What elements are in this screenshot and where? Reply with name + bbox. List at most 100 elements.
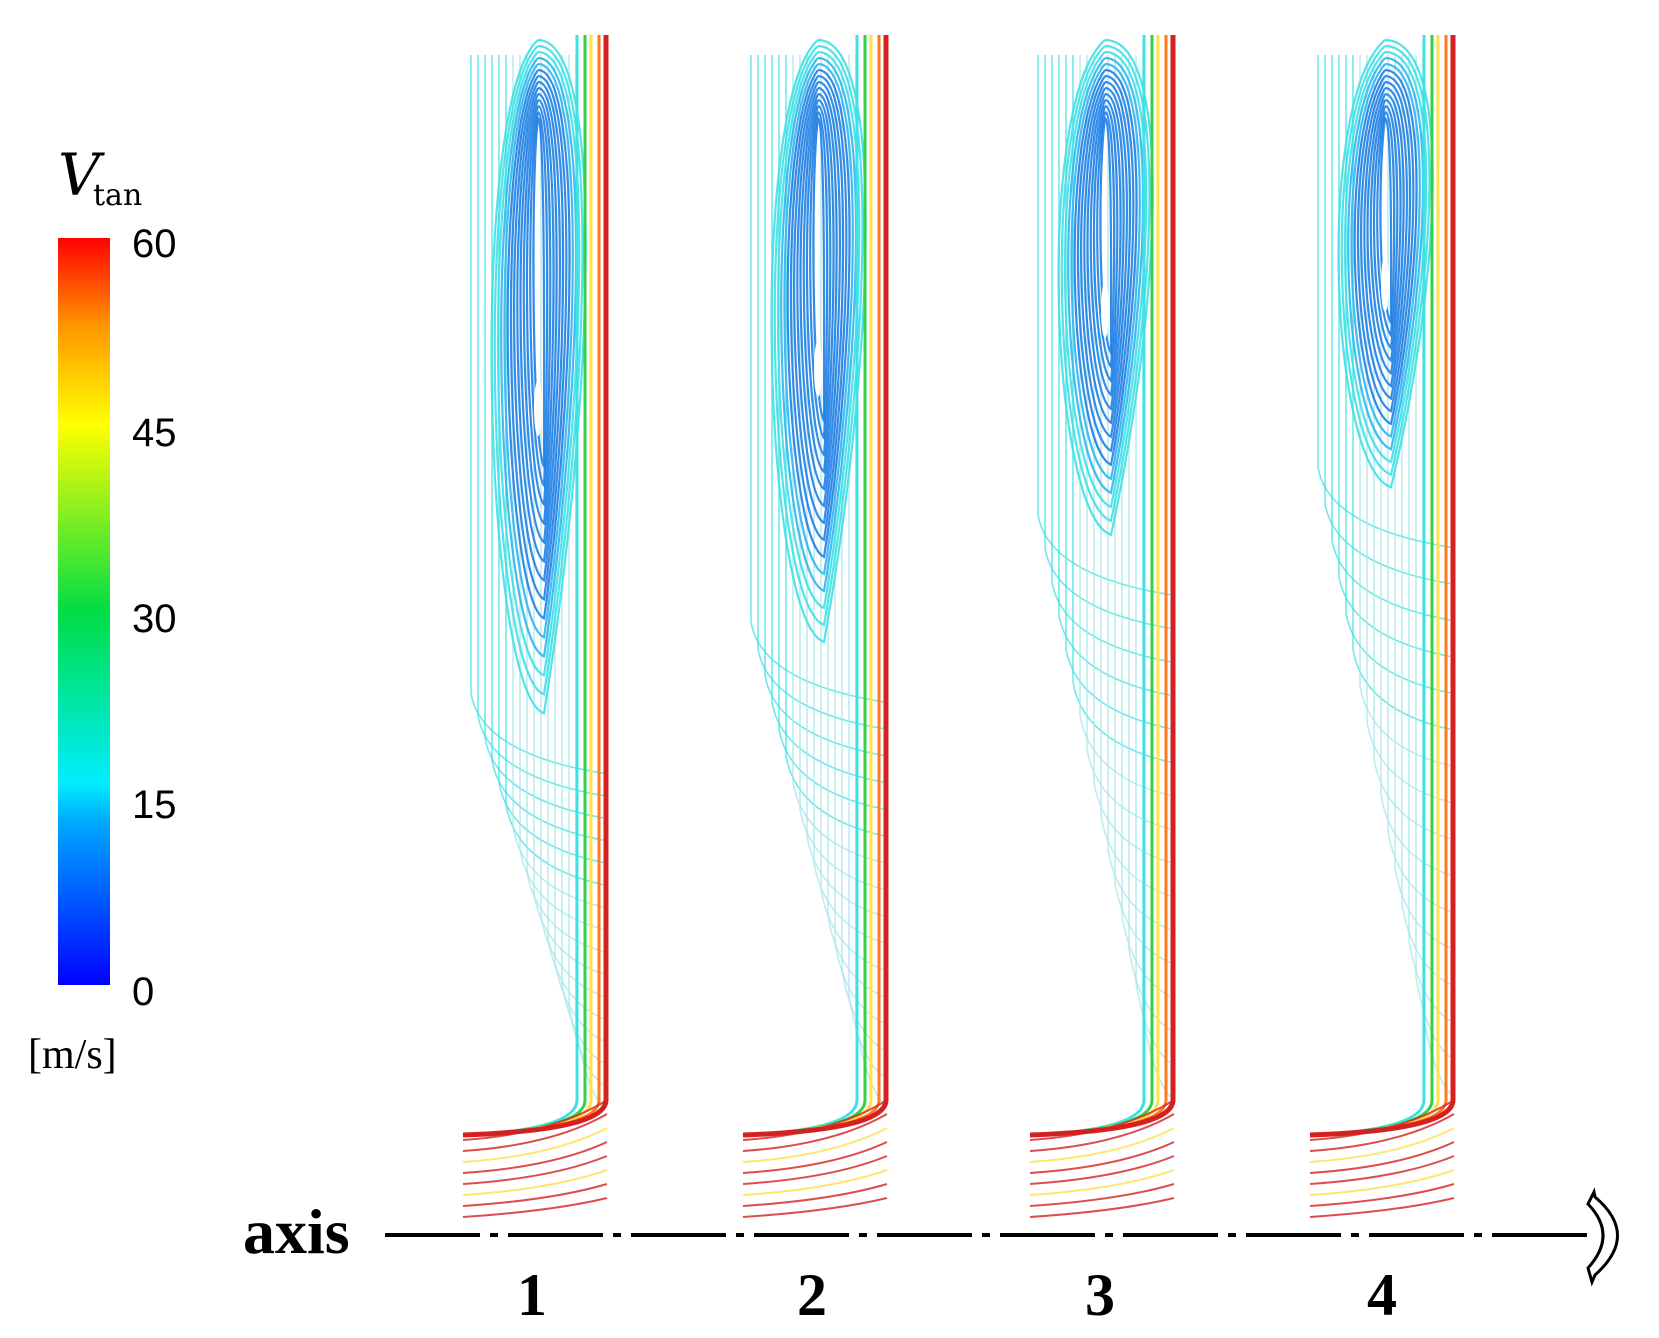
- panel-numbers: 1 2 3 4: [517, 1262, 1397, 1328]
- streamline-panel-1: [462, 35, 609, 1218]
- bottom-streamline: [1309, 1141, 1455, 1174]
- vortex-ring: [1353, 68, 1418, 426]
- panel-number-2: 2: [797, 1262, 827, 1328]
- bottom-streamline: [742, 1141, 888, 1174]
- vortex-ring: [780, 56, 858, 593]
- vortex-core-eye: [534, 380, 542, 437]
- vortex-ring: [519, 92, 558, 545]
- bottom-streamline: [462, 1197, 608, 1218]
- rotation-arrow-icon: [1586, 1187, 1619, 1287]
- colorbar-tick-60: 60: [132, 222, 177, 266]
- outer-streamline: [750, 55, 884, 703]
- vortex-ring: [1086, 92, 1125, 411]
- near-wall-band: [742, 35, 889, 1138]
- panel-number-4: 4: [1367, 1262, 1397, 1328]
- vortex-ring: [496, 50, 581, 677]
- vortex-ring: [789, 74, 848, 542]
- bottom-streamline: [742, 1127, 888, 1163]
- outer-streamline: [778, 55, 884, 810]
- vortex-ring: [776, 50, 861, 610]
- vortex-ring: [500, 56, 578, 658]
- vortex-ring: [1083, 86, 1129, 425]
- bottom-streamline: [1309, 1099, 1455, 1141]
- vortex-core-eye: [1381, 255, 1389, 312]
- bottom-streamline: [742, 1113, 888, 1152]
- bottom-streamline: [1029, 1183, 1175, 1207]
- vortex-ring: [525, 104, 552, 507]
- bottom-streamline: [1029, 1099, 1175, 1141]
- vortex-ring: [532, 116, 546, 471]
- outer-streamline: [1317, 55, 1451, 548]
- vortex-ring: [1073, 68, 1138, 467]
- colorbar-gradient: [58, 238, 110, 985]
- bottom-streamline: [742, 1099, 888, 1141]
- bottom-streamline: [1029, 1197, 1175, 1218]
- vortex-ring: [1356, 74, 1415, 413]
- outer-streamline: [785, 55, 884, 837]
- vortex-ring: [1379, 116, 1393, 327]
- outer-streamline: [1065, 55, 1171, 730]
- vortex-ring: [770, 38, 867, 644]
- outer-streamline: [1121, 55, 1171, 997]
- vortex-ring: [1076, 74, 1135, 453]
- colorbar-tick-15: 15: [132, 783, 177, 827]
- outer-streamline: [547, 55, 604, 1020]
- bottom-streamline: [742, 1155, 888, 1185]
- bottom-streamline: [1029, 1155, 1175, 1185]
- outer-streamline: [561, 55, 604, 1064]
- vortex-ring: [1070, 62, 1141, 481]
- bottom-streamline: [462, 1141, 608, 1174]
- outer-streamline: [1072, 55, 1171, 763]
- vortex-ring: [805, 104, 832, 458]
- bottom-streamline: [462, 1099, 608, 1141]
- streamline-panel-3: [1029, 35, 1176, 1218]
- near-wall-band: [1309, 35, 1456, 1138]
- colorbar-title-subscript: tan: [93, 178, 142, 213]
- vortex-ring: [1347, 56, 1425, 451]
- panel-number-1: 1: [517, 1262, 547, 1328]
- outer-streamline: [1394, 55, 1451, 949]
- outer-streamline: [827, 55, 884, 997]
- vortex-ring: [509, 74, 568, 602]
- vortex-ring: [1363, 86, 1408, 388]
- vortex-ring: [796, 86, 842, 508]
- bottom-streamline: [1029, 1141, 1175, 1174]
- vortex-ring: [1092, 104, 1119, 384]
- streamline-panels: [462, 35, 1456, 1218]
- vortex-ring: [812, 116, 826, 426]
- outer-streamline: [1345, 55, 1451, 694]
- colorbar-title-symbol: V: [58, 141, 105, 209]
- vortex-ring: [1099, 116, 1113, 357]
- vortex-ring: [1376, 110, 1396, 339]
- bottom-streamline: [1309, 1197, 1455, 1218]
- vortex-ring: [783, 62, 854, 576]
- vortex-ring: [1096, 110, 1116, 370]
- vortex-ring: [490, 38, 587, 715]
- bottom-streamline: [462, 1127, 608, 1163]
- colorbar-tick-0: 0: [132, 970, 154, 1014]
- vortex-ring: [513, 80, 565, 583]
- outer-streamline: [1352, 55, 1451, 731]
- bottom-streamline: [462, 1183, 608, 1207]
- vortex-ring: [799, 92, 838, 491]
- outer-streamline: [498, 55, 604, 864]
- outer-streamline: [834, 55, 884, 1024]
- outer-streamline: [470, 55, 604, 775]
- bottom-streamline: [1309, 1127, 1455, 1163]
- vortex-ring: [793, 80, 845, 525]
- vortex-ring: [1350, 62, 1421, 439]
- panel-number-3: 3: [1085, 1262, 1115, 1328]
- vortex-ring: [1057, 38, 1154, 537]
- bottom-streamline: [462, 1113, 608, 1152]
- near-wall-band: [462, 35, 609, 1138]
- outer-streamline: [505, 55, 604, 886]
- vortex-ring: [1372, 104, 1399, 351]
- bottom-streamline: [1309, 1183, 1455, 1207]
- bottom-streamline: [462, 1169, 608, 1196]
- vortex-ring: [1366, 92, 1405, 376]
- bottom-streamline: [1309, 1169, 1455, 1196]
- vortex-ring: [1067, 56, 1145, 495]
- bottom-streamline: [1029, 1169, 1175, 1196]
- outer-streamline: [1037, 55, 1171, 596]
